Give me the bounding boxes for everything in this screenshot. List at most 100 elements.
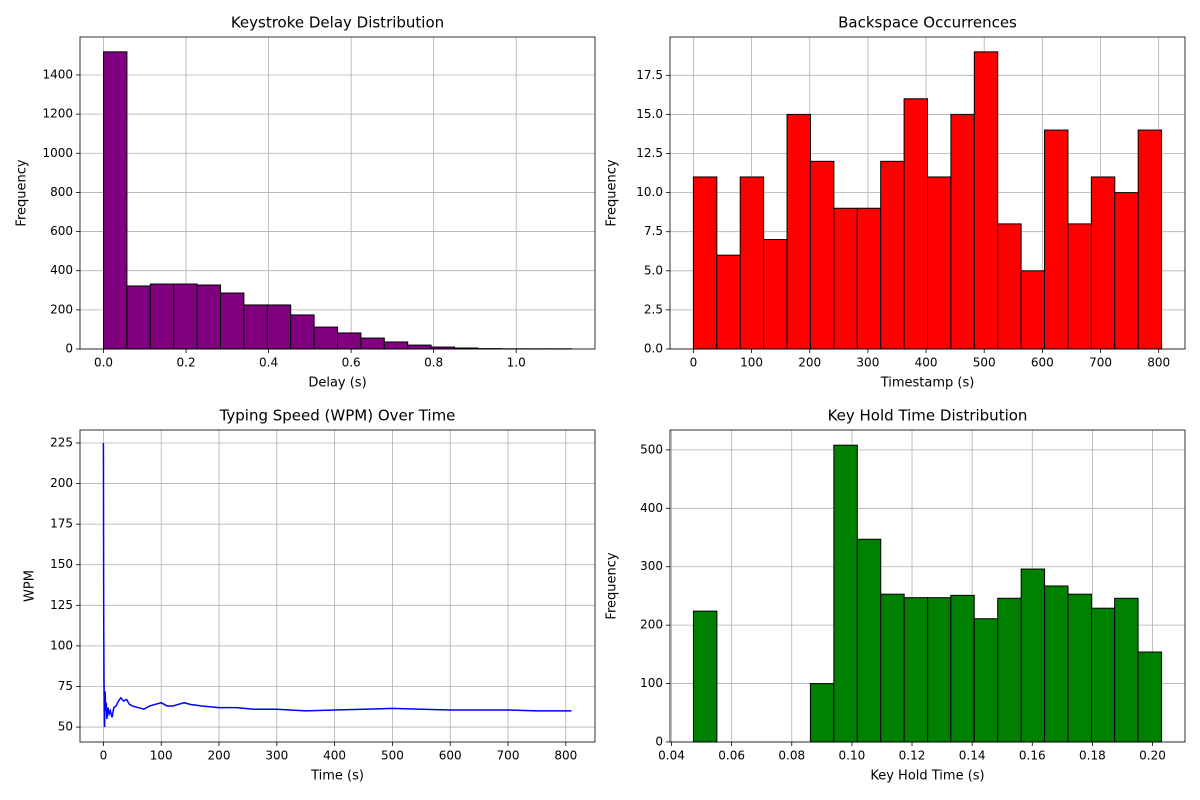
subplot: 0.04 0.06 0.08 0.10 0.12 0.14 0.16 0.18 0.20 0 100…: [605, 407, 1186, 784]
y-tick-label: 100: [50, 638, 73, 652]
x-axis-label: Delay (s): [308, 376, 366, 391]
y-tick-label: 400: [640, 501, 663, 515]
x-tick-label: 0.14: [959, 749, 986, 763]
bar: [927, 176, 952, 350]
x-tick-label: 0.8: [424, 356, 443, 370]
bar: [1114, 597, 1139, 743]
x-tick-label: 0.12: [899, 749, 926, 763]
bar: [880, 593, 905, 743]
line: [102, 442, 572, 728]
x-tick-label: 700: [1089, 356, 1112, 370]
bar: [1020, 270, 1046, 350]
bar: [220, 292, 245, 350]
x-tick-label: 500: [973, 356, 996, 370]
y-tick-label: 75: [58, 679, 73, 693]
bar: [407, 344, 432, 350]
x-tick-label: 200: [798, 356, 821, 370]
y-tick-label: 600: [50, 224, 73, 238]
y-tick-label: 300: [640, 559, 663, 573]
bar: [950, 113, 975, 350]
bar: [997, 597, 1022, 743]
x-tick-label: 1.0: [507, 356, 526, 370]
x-axis-label: Timestamp (s): [880, 376, 975, 391]
y-tick-label: 200: [50, 476, 73, 490]
y-tick-label: 0.0: [644, 342, 663, 356]
y-tick-label: 50: [58, 720, 73, 734]
y-tick-label: 7.5: [644, 224, 663, 238]
x-tick-label: 100: [740, 356, 763, 370]
axes-frame: [669, 429, 1186, 743]
bar: [903, 597, 929, 743]
bar: [1137, 651, 1163, 743]
bar: [337, 332, 362, 350]
x-tick-label: 0.6: [342, 356, 361, 370]
bar: [856, 538, 882, 743]
x-tick-label: 0.06: [718, 749, 745, 763]
x-tick-label: 0.2: [177, 356, 196, 370]
x-tick-label: 0.04: [658, 749, 685, 763]
y-tick-label: 100: [640, 676, 663, 690]
bar: [997, 223, 1022, 350]
bar: [716, 254, 741, 350]
bar: [1114, 192, 1139, 350]
bar: [786, 113, 811, 350]
x-axis-label: Time (s): [310, 769, 364, 784]
y-tick-label: 125: [50, 598, 73, 612]
x-tick-label: 0.08: [778, 749, 805, 763]
bar: [103, 51, 128, 350]
bar: [692, 176, 718, 350]
x-tick-label: 600: [439, 749, 462, 763]
bar: [833, 444, 858, 743]
chart-title: Backspace Occurrences: [838, 14, 1017, 32]
bar: [833, 207, 858, 350]
subplot: 0.0 0.2 0.4 0.6 0.8 1.0 0 200 400 600 800 1000 1200 1…: [15, 14, 596, 391]
x-tick-label: 800: [554, 749, 577, 763]
bar: [692, 610, 718, 743]
x-tick-label: 0.10: [839, 749, 866, 763]
y-tick-label: 15.0: [636, 107, 663, 121]
bar: [927, 597, 952, 743]
y-tick-label: 5.0: [644, 263, 663, 277]
y-tick-label: 10.0: [636, 185, 663, 199]
x-tick-label: 0.16: [1019, 749, 1046, 763]
y-tick-label: 150: [50, 557, 73, 571]
y-tick-label: 500: [640, 442, 663, 456]
x-tick-label: 0.4: [259, 356, 278, 370]
y-tick-label: 0: [65, 342, 73, 356]
y-tick-label: 12.5: [636, 146, 663, 160]
x-tick-label: 300: [856, 356, 879, 370]
chart-title: Key Hold Time Distribution: [828, 407, 1028, 425]
y-axis-label: Frequency: [15, 159, 30, 226]
y-tick-label: 1400: [42, 67, 73, 81]
bar: [809, 160, 835, 350]
bar: [360, 337, 385, 350]
y-tick-label: 17.5: [636, 68, 663, 82]
bar: [973, 618, 999, 743]
axes-frame: [669, 36, 1186, 350]
chart-title: Typing Speed (WPM) Over Time: [219, 407, 456, 425]
bar: [173, 283, 198, 350]
y-axis-label: Frequency: [605, 159, 620, 226]
bar: [196, 284, 222, 350]
bar: [739, 176, 765, 350]
bar: [149, 283, 175, 350]
bar: [903, 98, 928, 350]
y-axis-label: Frequency: [605, 552, 620, 619]
x-tick-label: 0: [100, 749, 108, 763]
x-tick-label: 400: [323, 749, 346, 763]
y-tick-label: 200: [50, 302, 73, 316]
bar: [243, 304, 268, 350]
y-tick-label: 175: [50, 517, 73, 531]
x-tick-label: 0: [690, 356, 698, 370]
x-tick-label: 500: [381, 749, 404, 763]
bar: [313, 326, 339, 350]
x-tick-label: 200: [208, 749, 231, 763]
y-axis-label: WPM: [23, 570, 38, 602]
bar: [126, 285, 151, 350]
x-tick-label: 400: [915, 356, 938, 370]
bar: [1044, 585, 1069, 743]
bar: [290, 314, 315, 350]
bar: [1067, 223, 1092, 350]
bar: [1020, 568, 1046, 743]
